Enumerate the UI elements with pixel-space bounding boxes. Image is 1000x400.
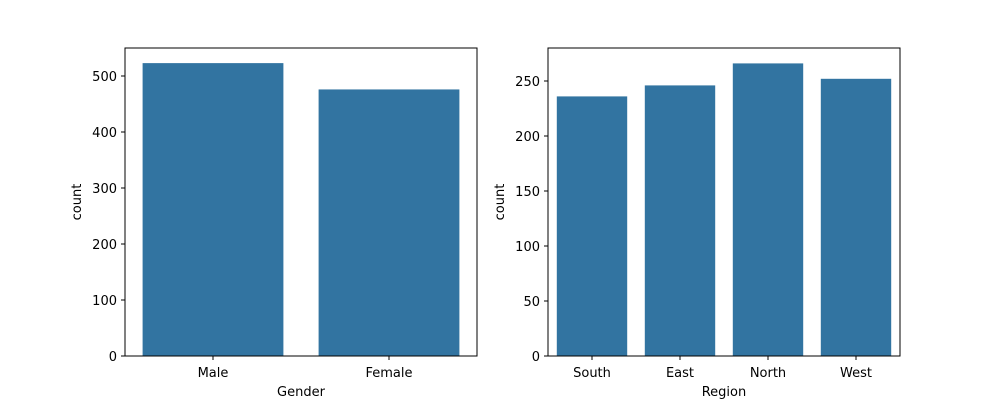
y-tick-label: 400	[92, 126, 117, 141]
y-tick-label: 200	[515, 130, 540, 145]
x-tick-label: Male	[198, 366, 229, 381]
region-count-chart: South East North West 0 50 100 150 200 250 Region c…	[493, 47, 901, 400]
bar-east	[644, 85, 716, 357]
bar-west	[820, 78, 892, 357]
bar-male	[142, 63, 284, 357]
y-axis-label: count	[70, 184, 85, 221]
y-tick-label: 250	[515, 75, 540, 90]
y-tick-label: 150	[515, 185, 540, 200]
bar-south	[556, 96, 628, 357]
y-tick-label: 100	[515, 240, 540, 255]
x-axis-label: Region	[702, 385, 747, 400]
x-tick-label: West	[840, 366, 872, 381]
bar-north	[732, 63, 804, 357]
y-tick-label: 200	[92, 238, 117, 253]
x-tick-label: North	[750, 366, 786, 381]
y-tick-label: 100	[92, 294, 117, 309]
y-tick-label: 500	[92, 70, 117, 85]
gender-count-chart: Male Female 0 100 200 300 400 500 Gender count	[70, 47, 478, 400]
y-tick-label: 300	[92, 182, 117, 197]
axes-frame	[547, 47, 901, 357]
x-tick-label: South	[573, 366, 611, 381]
y-tick-label: 0	[532, 350, 540, 365]
axes-frame	[124, 47, 478, 357]
x-tick-label: Female	[365, 366, 412, 381]
y-axis-label: count	[493, 184, 508, 221]
y-tick-label: 0	[109, 350, 117, 365]
bar-female	[318, 89, 460, 356]
x-tick-label: East	[666, 366, 694, 381]
x-axis-label: Gender	[277, 385, 326, 400]
y-tick-label: 50	[523, 295, 540, 310]
